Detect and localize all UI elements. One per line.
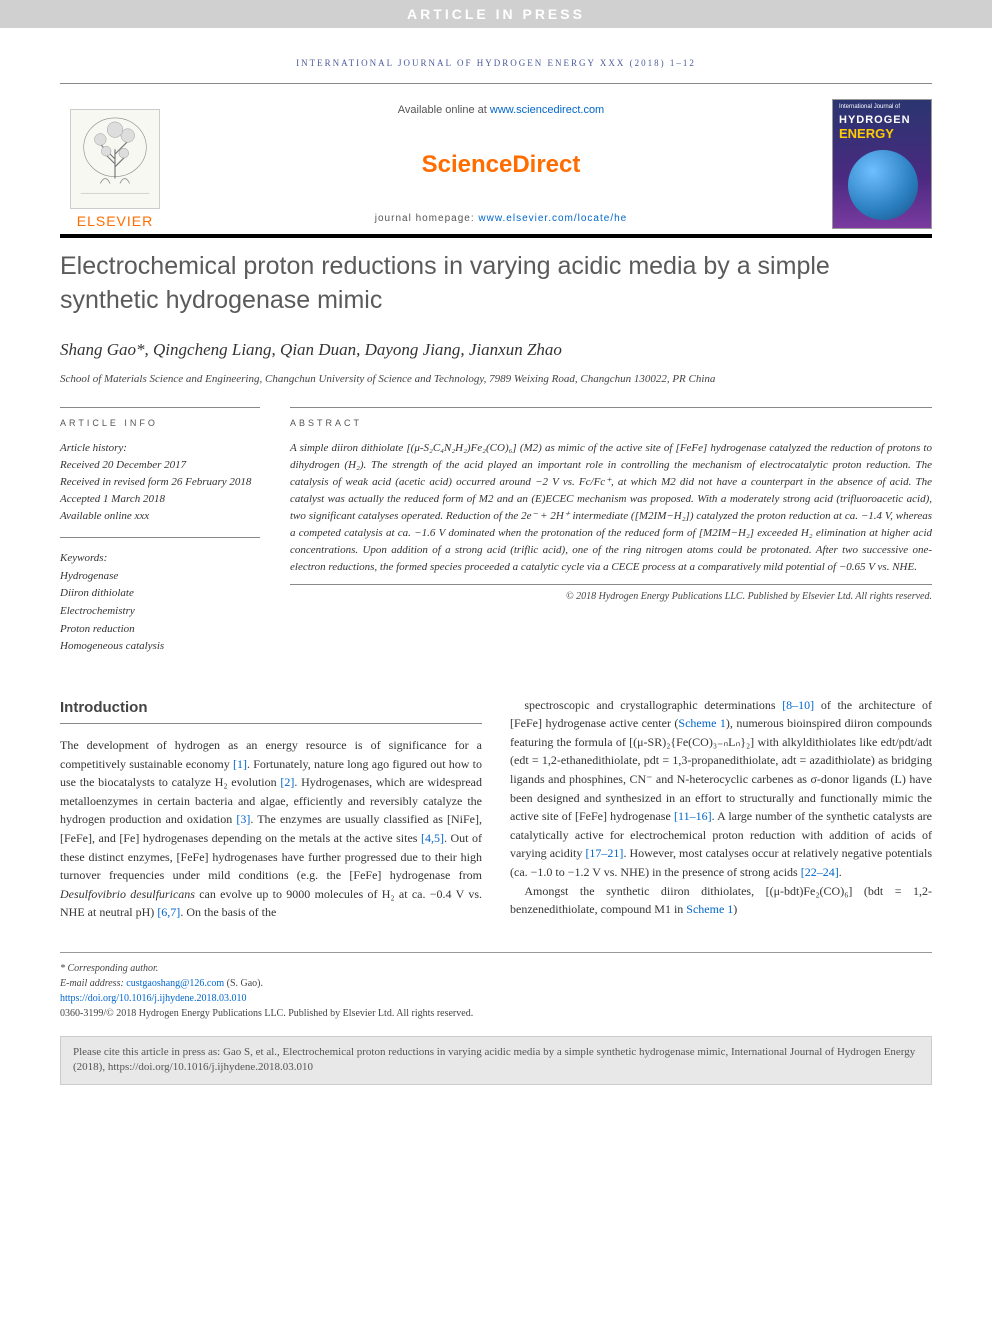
cover-supertitle: International Journal of: [833, 100, 931, 114]
cover-title-energy: ENERGY: [833, 126, 931, 141]
issn-copyright-line: 0360-3199/© 2018 Hydrogen Energy Publica…: [60, 1006, 932, 1021]
page-container: INTERNATIONAL JOURNAL OF HYDROGEN ENERGY…: [0, 38, 992, 1115]
body-paragraph: spectroscopic and crystallographic deter…: [510, 696, 932, 882]
introduction-heading: Introduction: [60, 696, 482, 724]
body-paragraph: Amongst the synthetic diiron dithiolates…: [510, 882, 932, 919]
email-line: E-mail address: custgaoshang@126.com (S.…: [60, 976, 932, 991]
email-suffix: (S. Gao).: [224, 978, 263, 989]
journal-citation-line: INTERNATIONAL JOURNAL OF HYDROGEN ENERGY…: [60, 58, 932, 68]
sciencedirect-logo: ScienceDirect: [170, 151, 832, 179]
available-online-line: Available online at www.sciencedirect.co…: [170, 104, 832, 116]
article-history-block: Article history: Received 20 December 20…: [60, 440, 260, 538]
body-paragraph: The development of hydrogen as an energy…: [60, 736, 482, 922]
journal-homepage-line: journal homepage: www.elsevier.com/locat…: [170, 213, 832, 224]
author-email-link[interactable]: custgaoshang@126.com: [126, 978, 224, 989]
affiliation: School of Materials Science and Engineer…: [60, 372, 932, 387]
article-in-press-banner: ARTICLE IN PRESS: [0, 0, 992, 28]
cover-title-hydrogen: HYDROGEN: [833, 114, 931, 126]
article-info-column: ARTICLE INFO Article history: Received 2…: [60, 407, 260, 656]
abstract-heading: ABSTRACT: [290, 407, 932, 428]
elsevier-logo: ELSEVIER: [60, 99, 170, 229]
keyword: Electrochemistry: [60, 603, 260, 621]
accepted-date: Accepted 1 March 2018: [60, 491, 260, 508]
abstract-copyright: © 2018 Hydrogen Energy Publications LLC.…: [290, 591, 932, 602]
cite-article-box: Please cite this article in press as: Ga…: [60, 1036, 932, 1085]
doi-link[interactable]: https://doi.org/10.1016/j.ijhydene.2018.…: [60, 993, 246, 1004]
abstract-column: ABSTRACT A simple diiron dithiolate [(μ-…: [290, 407, 932, 656]
keywords-label: Keywords:: [60, 550, 260, 568]
article-info-heading: ARTICLE INFO: [60, 407, 260, 428]
header-center: Available online at www.sciencedirect.co…: [170, 99, 832, 229]
keyword: Homogeneous catalysis: [60, 638, 260, 656]
keyword: Hydrogenase: [60, 568, 260, 586]
elsevier-wordmark: ELSEVIER: [77, 213, 153, 229]
elsevier-tree-icon: [70, 109, 160, 209]
available-prefix: Available online at: [398, 104, 490, 116]
homepage-prefix: journal homepage:: [375, 213, 479, 224]
article-title: Electrochemical proton reductions in var…: [60, 250, 932, 318]
online-date: Available online xxx: [60, 508, 260, 525]
revised-date: Received in revised form 26 February 201…: [60, 474, 260, 491]
header-block: ELSEVIER Available online at www.science…: [60, 83, 932, 238]
journal-cover-thumbnail: International Journal of HYDROGEN ENERGY: [832, 99, 932, 229]
corresponding-author: * Corresponding author.: [60, 961, 932, 976]
sciencedirect-link[interactable]: www.sciencedirect.com: [490, 104, 604, 116]
email-label: E-mail address:: [60, 978, 126, 989]
journal-homepage-link[interactable]: www.elsevier.com/locate/he: [478, 213, 627, 224]
keyword: Proton reduction: [60, 621, 260, 639]
keywords-block: Keywords: Hydrogenase Diiron dithiolate …: [60, 550, 260, 656]
footer-block: * Corresponding author. E-mail address: …: [60, 952, 932, 1021]
history-label: Article history:: [60, 440, 260, 457]
abstract-text: A simple diiron dithiolate [(μ-S₂C₄N₂H₂)…: [290, 440, 932, 585]
cover-globe-icon: [848, 150, 918, 220]
received-date: Received 20 December 2017: [60, 457, 260, 474]
authors-line: Shang Gao*, Qingcheng Liang, Qian Duan, …: [60, 340, 932, 360]
keyword: Diiron dithiolate: [60, 585, 260, 603]
body-text-columns: Introduction The development of hydrogen…: [60, 696, 932, 922]
info-abstract-row: ARTICLE INFO Article history: Received 2…: [60, 407, 932, 656]
